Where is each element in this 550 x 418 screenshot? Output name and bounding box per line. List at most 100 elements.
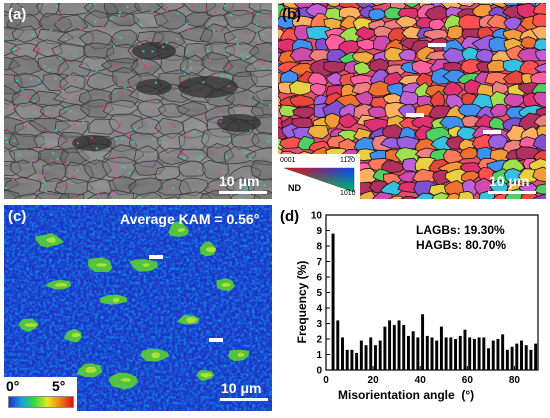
sem-boundary-dot: [5, 137, 8, 139]
sem-boundary-dot: [205, 8, 208, 10]
sem-boundary-dot: [59, 57, 62, 60]
sem-grain: [199, 23, 237, 45]
sem-boundary-dot: [152, 138, 155, 140]
sem-boundary-dot: [160, 42, 163, 45]
sem-boundary-dot: [107, 105, 110, 107]
ipf-grain: [503, 168, 526, 184]
sem-boundary-dot: [14, 48, 16, 50]
histogram-bar: [350, 349, 354, 370]
histogram-bar: [491, 340, 495, 370]
y-tick-label: 10: [311, 211, 323, 222]
sem-grain: [230, 192, 260, 199]
sem-grain: [78, 56, 113, 72]
sem-boundary-dot: [187, 28, 190, 30]
sem-boundary-dot: [61, 89, 64, 92]
sem-boundary-dot: [52, 49, 55, 51]
ipf-grain: [460, 58, 485, 75]
sem-grain: [248, 3, 272, 15]
sem-boundary-dot: [182, 79, 185, 81]
ipf-grain: [351, 51, 375, 64]
sem-boundary-dot: [69, 110, 72, 112]
sem-grain: [106, 43, 141, 64]
sem-boundary-dot: [191, 5, 194, 7]
sem-boundary-dot: [199, 138, 202, 141]
sem-dark-pit: [136, 79, 172, 95]
histogram-bar: [411, 331, 415, 370]
sem-boundary-dot: [269, 104, 272, 107]
ipf-color-triangle: [283, 167, 355, 193]
sem-grain: [4, 74, 23, 95]
sem-boundary-dot: [90, 137, 93, 139]
sem-boundary-dot: [73, 55, 76, 57]
sem-grain: [4, 26, 26, 42]
sem-boundary-dot: [114, 138, 117, 140]
sem-boundary-dot: [189, 60, 192, 62]
sem-boundary-dot: [165, 7, 168, 9]
histogram-bar: [341, 337, 344, 370]
sem-boundary-dot: [263, 184, 266, 186]
ipf-grain: [532, 13, 546, 30]
histogram-bar: [444, 337, 448, 370]
ipf-grain: [532, 91, 546, 108]
sem-boundary-dot: [16, 80, 19, 82]
sem-boundary-dot: [183, 151, 186, 154]
sem-grain: [37, 148, 70, 166]
sem-boundary-dot: [38, 178, 41, 181]
histogram-bar: [534, 343, 538, 370]
kam-peak-region: [200, 373, 212, 378]
sem-boundary-dot: [238, 196, 241, 199]
sem-boundary-dot: [267, 140, 270, 143]
sem-boundary-dot: [165, 42, 168, 44]
sem-boundary-dot: [72, 175, 75, 178]
sem-boundary-dot: [152, 116, 155, 119]
sem-boundary-dot: [220, 110, 223, 113]
sem-boundary-dot: [193, 109, 195, 112]
sem-boundary-dot: [243, 185, 246, 188]
sem-grain: [58, 103, 91, 123]
sem-grain: [178, 128, 210, 151]
kam-colorbar-min: 0°: [6, 378, 20, 394]
sem-boundary-dot: [12, 179, 15, 181]
sem-grain: [130, 57, 162, 77]
sem-boundary-dot: [227, 64, 229, 66]
sem-boundary-dot: [115, 156, 118, 159]
sem-boundary-dot: [119, 36, 122, 39]
panel-b-scale-label: 10 μm: [489, 173, 530, 189]
sem-grain: [177, 191, 212, 199]
ipf-grain: [368, 8, 387, 21]
sem-boundary-dot: [249, 158, 252, 160]
sem-boundary-dot: [50, 114, 53, 117]
sem-boundary-dot: [115, 176, 118, 179]
sem-grain: [4, 84, 21, 105]
sem-grain: [42, 161, 68, 183]
sem-grain: [32, 39, 63, 58]
sem-boundary-dot: [228, 138, 231, 141]
kam-peak-region: [185, 317, 198, 324]
sem-boundary-dot: [121, 165, 124, 168]
sem-boundary-dot: [32, 159, 35, 161]
sem-boundary-dot: [47, 69, 50, 71]
ipf-grain: [396, 136, 422, 150]
histogram-bar: [510, 346, 514, 370]
kam-peak-region: [238, 352, 245, 358]
y-tick-label: 5: [316, 288, 322, 299]
sem-boundary-dot: [242, 57, 245, 60]
sem-boundary-dot: [42, 63, 45, 65]
lagbs-legend: LAGBs: 19.30%: [416, 223, 505, 237]
sem-boundary-dot: [93, 40, 96, 43]
sem-boundary-dot: [95, 69, 98, 72]
ipf-grain: [532, 3, 546, 16]
ipf-grain: [442, 47, 469, 65]
sem-grain: [244, 58, 272, 78]
kam-peak-region: [142, 263, 150, 267]
sem-grain: [57, 3, 94, 16]
sem-boundary-dot: [162, 46, 165, 48]
sem-boundary-dot: [120, 93, 123, 96]
sem-boundary-dot: [21, 120, 24, 122]
sem-boundary-dot: [154, 81, 157, 84]
sem-grain: [28, 90, 66, 107]
x-tick-label: 60: [462, 375, 474, 386]
sem-boundary-dot: [57, 137, 59, 140]
sem-boundary-dot: [122, 17, 125, 20]
sem-grain: [106, 12, 140, 27]
